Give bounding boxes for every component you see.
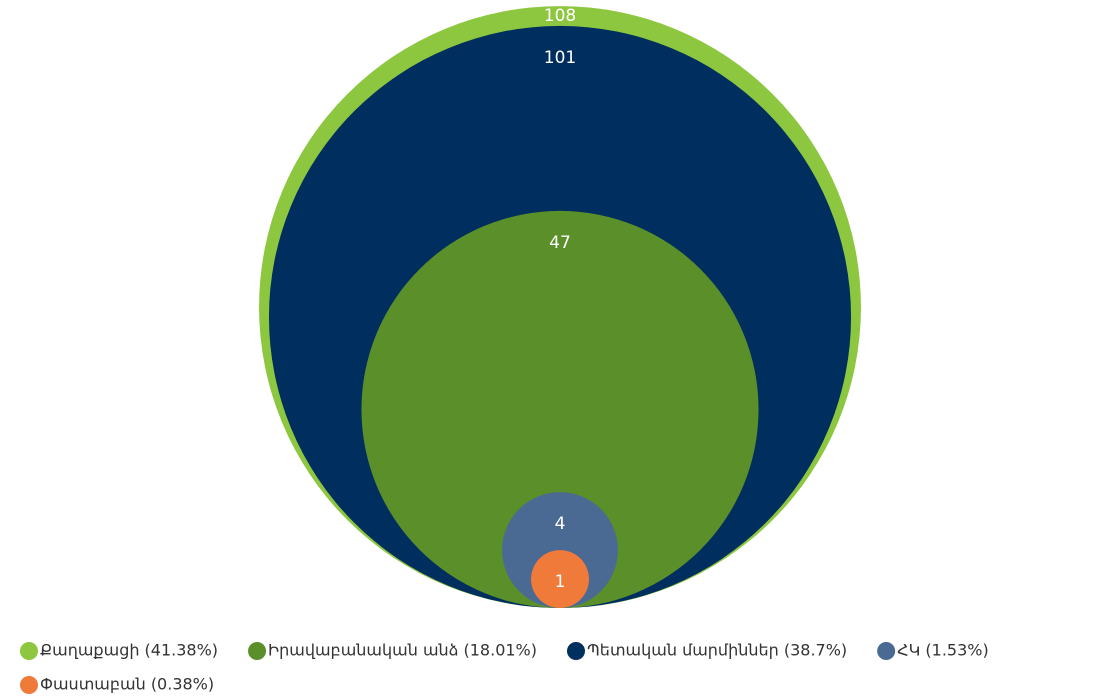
value-label: 4 bbox=[555, 514, 566, 534]
legend-label: ՀԿ (1.53%) bbox=[897, 641, 989, 660]
legend-label: Իրավաբանական անձ (18.01%) bbox=[268, 641, 537, 660]
value-label: 1 bbox=[555, 572, 566, 592]
value-label: 101 bbox=[544, 48, 576, 68]
legend-swatch bbox=[20, 676, 38, 694]
legend-swatch bbox=[567, 642, 585, 660]
legend-label: Պետական մարմիններ (38.7%) bbox=[587, 641, 847, 660]
value-label: 47 bbox=[549, 233, 571, 253]
bubble bbox=[361, 210, 759, 608]
legend-label: Փաստաբան (0.38%) bbox=[40, 675, 214, 694]
legend-label: Քաղաքացի (41.38%) bbox=[40, 641, 218, 660]
legend-swatch bbox=[877, 642, 896, 660]
legend-swatch bbox=[20, 642, 38, 660]
legend-swatch bbox=[248, 642, 267, 660]
bubble bbox=[531, 550, 589, 608]
value-label: 108 bbox=[544, 6, 576, 26]
